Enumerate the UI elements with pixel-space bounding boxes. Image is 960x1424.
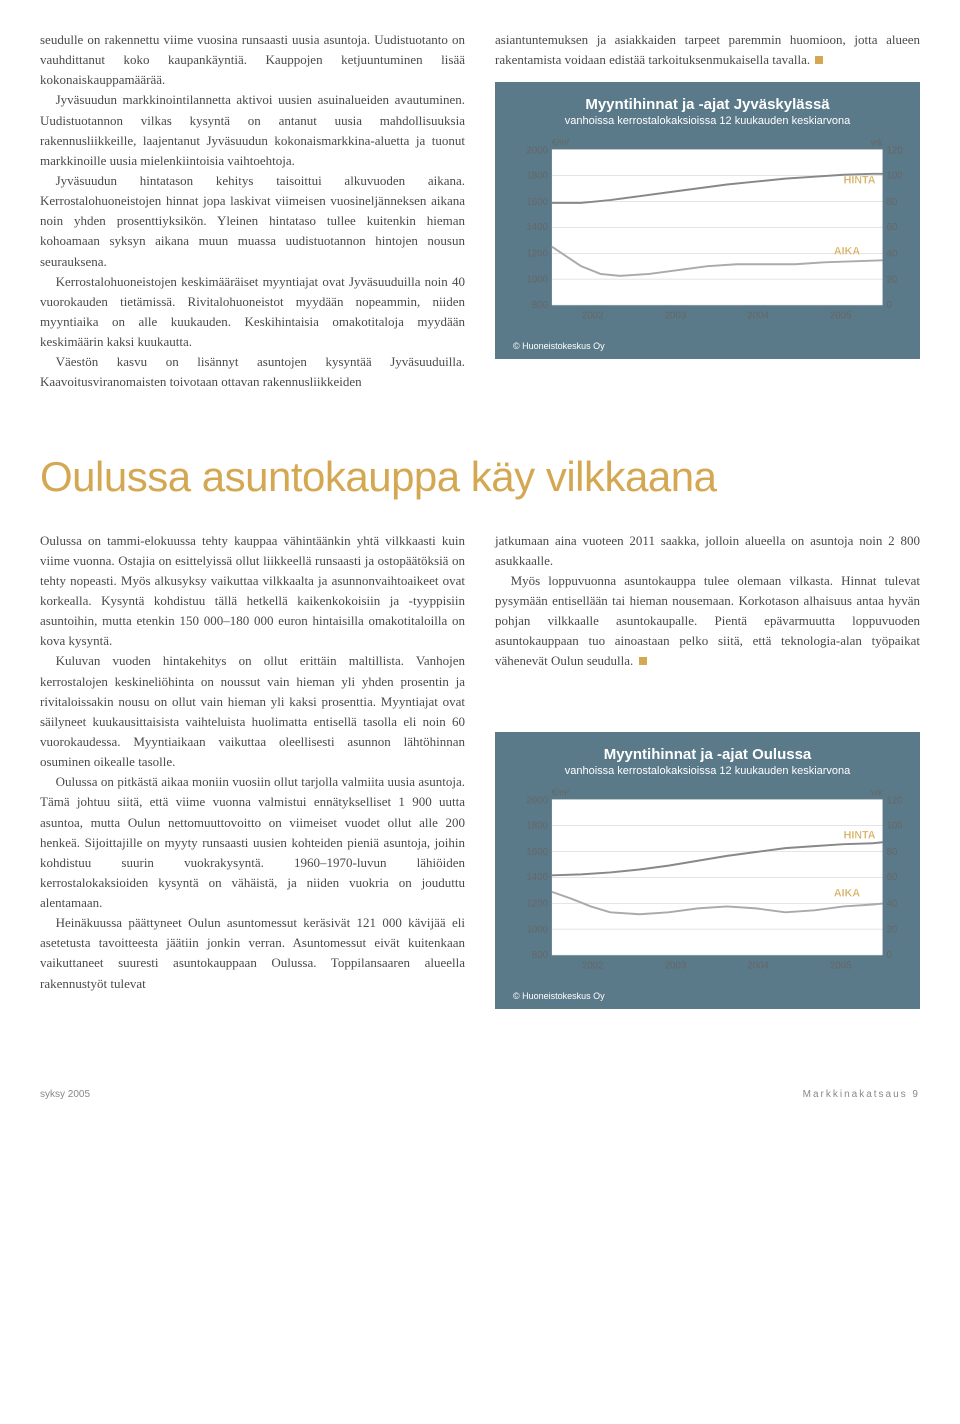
svg-text:0: 0 (886, 950, 892, 961)
bottom-left-column: Oulussa on tammi-elokuussa tehty kauppaa… (40, 531, 465, 1009)
svg-text:1600: 1600 (526, 846, 548, 857)
svg-text:2004: 2004 (747, 960, 769, 971)
svg-text:800: 800 (532, 950, 549, 961)
end-square-icon (639, 657, 647, 665)
chart1-copyright: © Huoneistokeskus Oy (513, 341, 902, 351)
svg-text:80: 80 (886, 197, 897, 208)
bottom-right-p1: jatkumaan aina vuoteen 2011 saakka, joll… (495, 531, 920, 571)
chart2-copyright: © Huoneistokeskus Oy (513, 991, 902, 1001)
chart2-subtitle: vanhoissa kerrostalokaksioissa 12 kuukau… (513, 765, 902, 777)
svg-text:100: 100 (886, 820, 902, 831)
svg-text:1000: 1000 (526, 924, 548, 935)
svg-text:2000: 2000 (526, 795, 548, 806)
svg-text:40: 40 (886, 249, 897, 260)
end-square-icon (815, 56, 823, 64)
svg-text:1600: 1600 (526, 197, 548, 208)
svg-text:80: 80 (886, 846, 897, 857)
svg-text:2003: 2003 (665, 311, 687, 322)
top-right-column: asiantuntemuksen ja asiakkaiden tarpeet … (495, 30, 920, 393)
chart1-yleft-ticks: 2000 1800 1600 1400 1200 1000 800 (526, 146, 548, 312)
chart2-x-ticks: 2002 2003 2004 2005 (582, 960, 852, 971)
svg-text:1200: 1200 (526, 249, 548, 260)
bottom-right-p2: Myös loppuvuonna asuntokauppa tulee olem… (495, 571, 920, 672)
top-columns: seudulle on rakennettu viime vuosina run… (40, 30, 920, 393)
page-footer: syksy 2005 Markkinakatsaus 9 (40, 1089, 920, 1100)
chart2-hinta-label: HINTA (844, 829, 876, 841)
chart-jyvaskyla: Myyntihinnat ja -ajat Jyväskylässä vanho… (495, 82, 920, 359)
top-left-p3: Jyväsuudun hintatason kehitys taisoittui… (40, 171, 465, 272)
top-left-p2: Jyväsuudun markkinointilannetta aktivoi … (40, 90, 465, 171)
svg-text:2000: 2000 (526, 146, 548, 157)
chart1-title: Myyntihinnat ja -ajat Jyväskylässä (513, 96, 902, 113)
chart2-yleft-unit: €/m² (552, 787, 570, 797)
section-heading: Oulussa asuntokauppa käy vilkkaana (40, 453, 920, 501)
svg-text:1400: 1400 (526, 222, 548, 233)
svg-text:0: 0 (886, 300, 892, 311)
top-left-p4: Kerrostalohuoneistojen keskimääräiset my… (40, 272, 465, 353)
svg-text:2004: 2004 (747, 311, 769, 322)
svg-text:1400: 1400 (526, 872, 548, 883)
bottom-left-p2: Kuluvan vuoden hintakehitys on ollut eri… (40, 651, 465, 772)
svg-text:40: 40 (886, 898, 897, 909)
top-left-column: seudulle on rakennettu viime vuosina run… (40, 30, 465, 393)
svg-text:1800: 1800 (526, 171, 548, 182)
bottom-left-p1: Oulussa on tammi-elokuussa tehty kauppaa… (40, 531, 465, 652)
svg-text:20: 20 (886, 275, 897, 286)
svg-text:120: 120 (886, 146, 902, 157)
svg-text:1200: 1200 (526, 898, 548, 909)
chart2-yleft-ticks: 2000 1800 1600 1400 1200 1000 800 (526, 795, 548, 961)
chart1-yright-unit: vrk (871, 138, 883, 148)
svg-text:2002: 2002 (582, 960, 604, 971)
top-left-p5: Väestön kasvu on lisännyt asuntojen kysy… (40, 352, 465, 392)
top-left-p1: seudulle on rakennettu viime vuosina run… (40, 30, 465, 90)
svg-text:1800: 1800 (526, 820, 548, 831)
svg-text:800: 800 (532, 300, 549, 311)
bottom-right-column: jatkumaan aina vuoteen 2011 saakka, joll… (495, 531, 920, 1009)
svg-text:20: 20 (886, 924, 897, 935)
bottom-columns: Oulussa on tammi-elokuussa tehty kauppaa… (40, 531, 920, 1009)
bottom-left-p4: Heinäkuussa päättyneet Oulun asuntomessu… (40, 913, 465, 994)
chart2-aika-label: AIKA (834, 887, 860, 899)
svg-text:2005: 2005 (830, 311, 852, 322)
top-right-p1: asiantuntemuksen ja asiakkaiden tarpeet … (495, 30, 920, 70)
footer-right: Markkinakatsaus 9 (803, 1089, 920, 1100)
svg-text:1000: 1000 (526, 275, 548, 286)
svg-text:120: 120 (886, 795, 902, 806)
chart-oulu: Myyntihinnat ja -ajat Oulussa vanhoissa … (495, 732, 920, 1009)
bottom-left-p3: Oulussa on pitkästä aikaa moniin vuosiin… (40, 772, 465, 913)
chart2-yright-unit: vrk (871, 787, 883, 797)
chart1-subtitle: vanhoissa kerrostalokaksioissa 12 kuukau… (513, 115, 902, 127)
svg-text:2003: 2003 (665, 960, 687, 971)
chart1-aika-label: AIKA (834, 246, 860, 258)
chart1-svg: 2000 1800 1600 1400 1200 1000 800 120 10… (513, 137, 902, 337)
svg-text:2005: 2005 (830, 960, 852, 971)
svg-text:2002: 2002 (582, 311, 604, 322)
svg-text:60: 60 (886, 222, 897, 233)
footer-left: syksy 2005 (40, 1089, 90, 1100)
chart2-yright-ticks: 120 100 80 60 40 20 0 (886, 795, 902, 961)
chart2-svg: 2000 1800 1600 1400 1200 1000 800 120 10… (513, 787, 902, 987)
chart2-title: Myyntihinnat ja -ajat Oulussa (513, 746, 902, 763)
svg-text:60: 60 (886, 872, 897, 883)
chart1-yright-ticks: 120 100 80 60 40 20 0 (886, 146, 902, 312)
chart1-yleft-unit: €/m² (552, 138, 570, 148)
svg-text:100: 100 (886, 171, 902, 182)
chart1-x-ticks: 2002 2003 2004 2005 (582, 311, 852, 322)
chart1-hinta-label: HINTA (844, 175, 876, 187)
